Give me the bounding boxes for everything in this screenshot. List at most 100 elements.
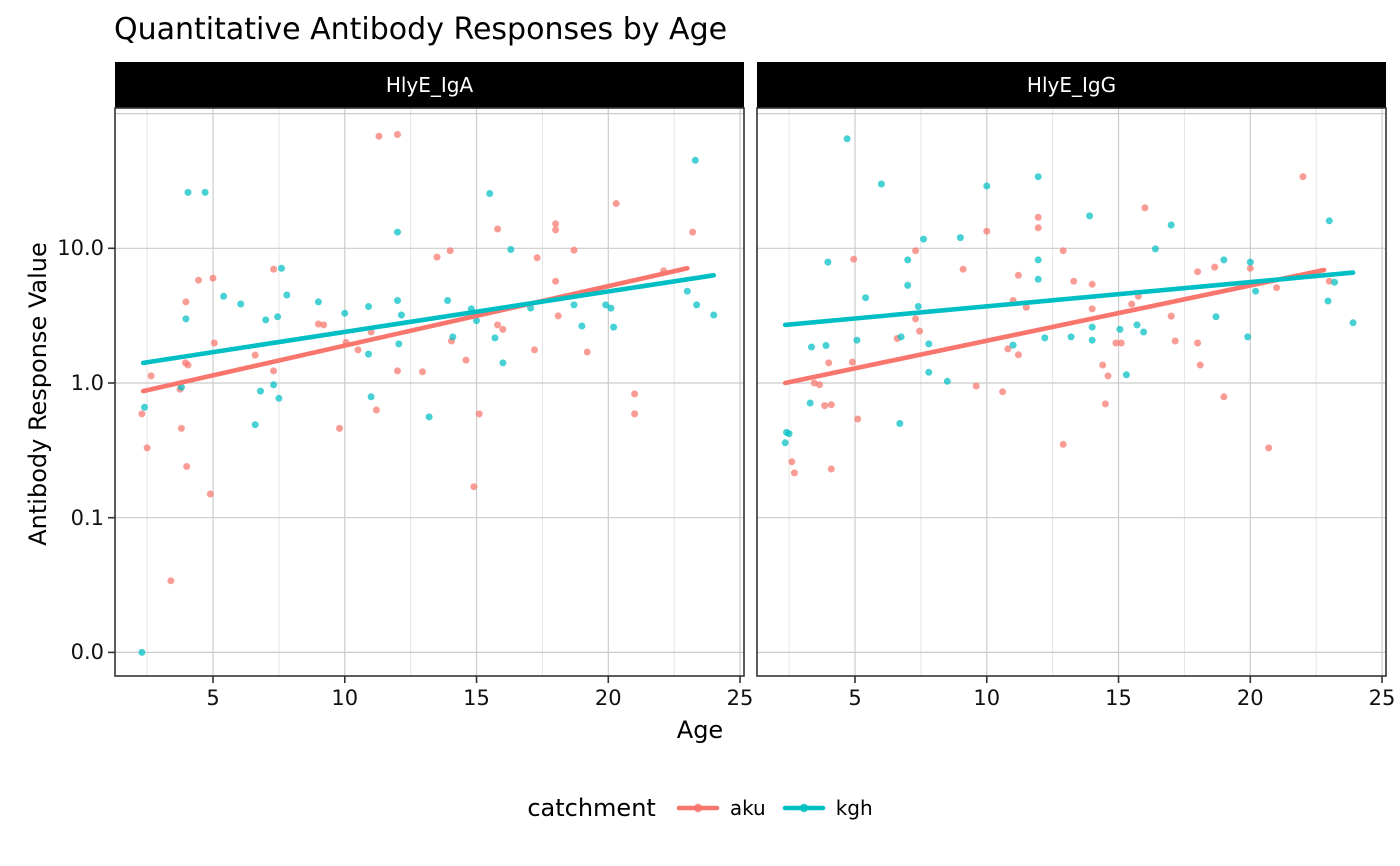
data-point-kgh [1151,245,1159,253]
data-point-kgh [262,316,270,324]
data-point-kgh [785,430,793,438]
data-point-aku [419,368,426,376]
trend-line-aku [782,267,1327,386]
data-point-kgh [507,246,515,253]
data-point-kgh [283,291,291,299]
data-point-aku [270,367,278,375]
data-point-aku [446,247,454,255]
data-point-kgh [1034,256,1042,264]
x-tick-label: 25 [1368,686,1396,710]
data-point-kgh [184,188,192,196]
data-point-kgh [220,292,228,300]
data-point-kgh [822,342,830,349]
panel-background [115,108,744,676]
data-point-aku [972,382,980,390]
data-point-kgh [1349,319,1357,327]
data-point-kgh [693,301,701,309]
data-point-aku [184,361,192,369]
data-point-aku [1273,284,1281,292]
data-point-aku [210,339,218,347]
data-point-aku [631,390,639,398]
data-point-aku [1265,444,1273,452]
data-point-kgh [499,359,507,367]
data-point-kgh [1324,297,1332,305]
data-point-kgh [314,298,322,306]
facet-strip-label: HlyE_IgG [1026,73,1117,97]
panel-border [756,107,1387,677]
x-tick-label: 25 [726,686,754,710]
data-point-kgh [1034,173,1042,181]
data-point-aku [1059,440,1067,448]
data-point-aku [1128,300,1136,308]
x-tick-label: 10 [973,686,1001,710]
data-point-kgh [278,264,285,272]
facet-strip-hlye-igg: HlyE_IgG [757,62,1386,108]
x-tick-label: 5 [848,686,862,710]
data-point-kgh [177,383,185,391]
data-point-kgh [473,317,480,325]
legend-label-kgh: kgh [835,796,873,820]
data-point-aku [912,247,920,255]
data-point-aku [1004,345,1012,353]
data-point-aku [138,410,146,418]
data-point-aku [983,227,991,235]
data-point-aku [1034,224,1042,232]
data-point-aku [433,253,441,261]
data-point-kgh [853,336,861,344]
data-point-kgh [1244,333,1252,341]
data-point-aku [533,254,541,262]
data-point-aku [314,320,322,328]
data-point-aku [1022,303,1030,311]
data-point-kgh [237,300,245,308]
data-point-kgh [808,343,815,351]
data-point-kgh [395,340,403,348]
trend-line-kgh [140,272,717,366]
data-point-kgh [781,439,789,447]
data-point-aku [848,358,856,366]
data-point-kgh [1325,217,1333,225]
data-point-kgh [710,311,718,319]
data-point-aku [912,315,920,323]
data-point-aku [183,463,191,470]
data-point-aku [810,379,818,387]
data-point-kgh [983,182,991,190]
data-point-aku [182,298,190,306]
data-point-aku [827,401,835,409]
data-point-aku [631,410,639,418]
data-point-aku [206,490,214,498]
data-point-aku [1112,339,1120,347]
data-point-aku [552,220,560,228]
data-point-aku [470,483,478,491]
y-tick-label: 10.0 [57,236,104,261]
data-point-aku [854,415,862,423]
data-point-aku [336,424,343,432]
data-point-aku [167,577,175,585]
data-point-aku [177,424,185,432]
data-point-kgh [1167,221,1175,229]
data-point-kgh [1212,313,1220,321]
legend-title: catchment [527,794,656,822]
legend-item-kgh: kgh [782,796,873,820]
data-point-kgh [1034,275,1042,283]
data-point-kgh [1086,212,1094,220]
data-point-kgh [341,309,349,317]
data-point-kgh [275,394,283,402]
data-point-kgh [824,258,832,266]
data-point-aku [816,381,823,389]
data-point-aku [827,465,835,473]
data-point-kgh [1252,287,1260,295]
x-tick-label: 10 [331,686,359,710]
data-point-aku [251,351,259,359]
data-point-aku [375,132,383,140]
legend: catchment aku kgh [0,794,1400,822]
facet-strip-label: HlyE_IgA [385,73,474,97]
data-point-aku [270,265,278,273]
data-point-kgh [570,301,578,309]
data-point-kgh [578,322,586,330]
x-tick-label: 15 [463,686,490,710]
data-point-kgh [610,323,618,331]
data-point-kgh [1140,328,1148,336]
data-point-kgh [925,340,933,348]
data-point-kgh [449,333,457,341]
